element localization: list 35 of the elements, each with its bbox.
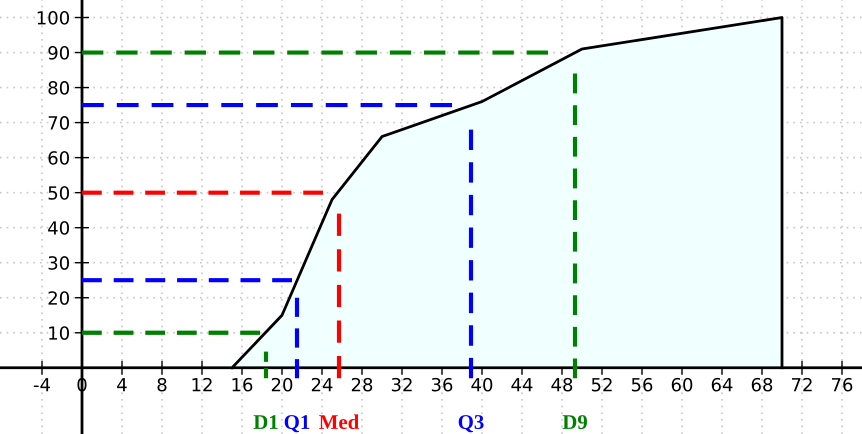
x-tick-label: 48 bbox=[551, 378, 572, 392]
x-tick-label: 8 bbox=[157, 378, 167, 392]
annotation: D9 bbox=[562, 415, 587, 430]
x-tick-label: -4 bbox=[34, 378, 50, 392]
x-tick-label: 36 bbox=[432, 378, 452, 392]
x-tick-label: 12 bbox=[192, 378, 212, 392]
y-tick-label: 10 bbox=[49, 326, 69, 340]
x-tick-label: 28 bbox=[352, 378, 372, 392]
x-tick-label: 72 bbox=[792, 378, 812, 392]
y-tick-label: 70 bbox=[48, 116, 69, 130]
y-tick-label: 90 bbox=[48, 46, 69, 60]
y-tick-label: 40 bbox=[48, 221, 69, 235]
annotation: Q3 bbox=[458, 415, 484, 432]
x-tick-label: 52 bbox=[592, 378, 612, 392]
y-tick-label: 30 bbox=[48, 256, 69, 270]
x-tick-label: 64 bbox=[712, 378, 732, 392]
y-tick-label: 60 bbox=[48, 151, 69, 165]
y-tick-label: 80 bbox=[48, 81, 69, 95]
x-tick-label: 68 bbox=[752, 378, 772, 392]
annotation: Med bbox=[319, 414, 360, 430]
x-tick-label: 4 bbox=[117, 378, 127, 392]
x-tick-label: 16 bbox=[232, 378, 252, 392]
x-tick-label: 44 bbox=[511, 378, 532, 392]
x-tick-label: 32 bbox=[392, 378, 412, 392]
annotation: Q1 bbox=[284, 415, 310, 432]
y-tick-label: 20 bbox=[48, 291, 69, 305]
x-tick-label: 20 bbox=[272, 378, 292, 392]
annotation: D1 bbox=[254, 415, 278, 429]
x-tick-label: 56 bbox=[632, 378, 652, 392]
y-tick-label: 50 bbox=[48, 186, 69, 200]
x-tick-label: 60 bbox=[672, 378, 692, 392]
x-tick-label: 24 bbox=[312, 378, 332, 392]
x-tick-label: 40 bbox=[471, 378, 492, 392]
x-tick-label: 76 bbox=[832, 378, 852, 392]
y-tick-label: 100 bbox=[38, 10, 69, 25]
